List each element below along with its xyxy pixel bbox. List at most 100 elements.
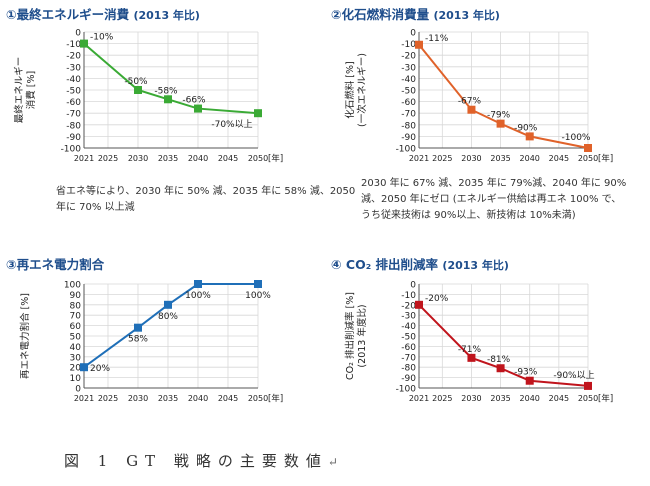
chart-note: 2030 年に 67% 減、2035 年に 79%減、2040 年に 90% 減… (361, 178, 627, 221)
data-label: -93% (514, 368, 538, 378)
x-tick-label: 2040 (188, 394, 208, 403)
y-tick-label: -40 (66, 75, 81, 85)
data-label: -58% (154, 86, 178, 96)
data-label: -11% (425, 34, 449, 44)
data-point (525, 376, 534, 385)
data-label: 100% (245, 291, 271, 301)
y-tick-label: -60 (66, 98, 81, 108)
y-tick-label: 0 (410, 281, 416, 291)
x-axis-unit: [年] (598, 393, 613, 404)
data-label: -90% (514, 123, 538, 133)
x-tick-label: 2050 (578, 394, 598, 403)
y-tick-label: 40 (70, 343, 82, 353)
chart-title: ②化石燃料消費量 (2013 年比) (331, 7, 500, 22)
data-label: -81% (487, 355, 511, 365)
data-point (415, 40, 423, 49)
data-point (467, 353, 476, 362)
y-axis-title: (2013 年度比) (356, 304, 368, 367)
x-tick-label: 2045 (549, 154, 569, 163)
y-tick-label: 100 (64, 281, 81, 291)
data-label: -50% (124, 77, 148, 87)
x-tick-label: 2021 (74, 394, 94, 403)
x-tick-label: 2025 (98, 154, 118, 163)
y-tick-label: -10 (66, 40, 81, 50)
data-label: -71% (458, 345, 482, 355)
data-label: -20% (425, 294, 449, 304)
y-axis-title: CO₂ 排出削減率 [%] (344, 292, 356, 380)
y-tick-label: -30 (401, 63, 416, 73)
y-axis-title: 再エネ電力割合 [%] (19, 293, 31, 379)
y-tick-label: -70 (401, 110, 416, 120)
data-label: 100% (185, 291, 211, 301)
x-tick-label: 2035 (158, 154, 178, 163)
y-tick-label: -80 (401, 121, 416, 131)
data-label: -100% (562, 133, 591, 143)
x-tick-label: 2030 (461, 394, 481, 403)
x-tick-label: 2030 (128, 394, 148, 403)
y-tick-label: -80 (66, 121, 81, 131)
data-point (164, 95, 172, 104)
y-tick-label: -20 (401, 301, 416, 311)
y-tick-label: 60 (70, 322, 82, 332)
data-point (134, 323, 142, 332)
data-label: -79% (487, 111, 511, 121)
y-tick-label: 80 (70, 301, 82, 311)
x-tick-label: 2040 (188, 154, 208, 163)
y-tick-label: -30 (401, 312, 416, 322)
y-axis-title: (一次エネルギー) (356, 53, 368, 127)
y-axis-title: 化石燃料 [%] (344, 61, 356, 118)
x-tick-label: 2030 (128, 154, 148, 163)
y-tick-label: 10 (70, 374, 82, 384)
y-tick-label: -60 (401, 343, 416, 353)
y-tick-label: -70 (66, 110, 81, 120)
y-tick-label: -100 (396, 145, 417, 155)
data-label: -10% (90, 33, 114, 43)
data-label: -67% (458, 97, 482, 107)
y-tick-label: -10 (401, 291, 416, 301)
data-point (584, 381, 592, 390)
x-tick-label: 2035 (158, 394, 178, 403)
chart-title: ①最終エネルギー消費 (2013 年比) (6, 7, 200, 22)
y-tick-label: -100 (61, 145, 82, 155)
y-tick-label: -70 (401, 353, 416, 363)
y-tick-label: 0 (75, 29, 81, 39)
panel-renewable-share: ③再エネ電力割合 100 90 80 70 60 50 40 30 20 10 0 2021 2025 2… (0, 250, 325, 465)
data-point (467, 105, 476, 114)
data-label: -90%以上 (553, 370, 594, 381)
y-tick-label: 0 (75, 385, 81, 395)
y-tick-label: 50 (70, 333, 82, 343)
figure-caption: 図 1 GT 戦略の主要数値↵ (64, 452, 338, 470)
x-tick-label: 2021 (409, 154, 429, 163)
y-tick-label: -50 (66, 87, 81, 97)
x-tick-label: 2021 (74, 154, 94, 163)
y-tick-label: 70 (70, 312, 82, 322)
data-point (254, 280, 262, 288)
chart-note: 省エネ等により、2030 年に 50% 減、2035 年に 58% 減、2050… (56, 186, 356, 213)
y-tick-label: -50 (401, 87, 416, 97)
y-tick-label: -40 (401, 322, 416, 332)
y-tick-label: -10 (401, 40, 416, 50)
x-tick-label: 2030 (461, 154, 481, 163)
data-point (525, 132, 534, 141)
x-tick-label: 2040 (520, 394, 540, 403)
y-tick-label: 0 (410, 29, 416, 39)
y-tick-label: -20 (66, 52, 81, 62)
x-axis-unit: [年] (268, 393, 283, 404)
x-axis-unit: [年] (268, 153, 283, 164)
x-tick-label: 2045 (549, 394, 569, 403)
data-point (584, 144, 592, 152)
x-tick-label: 2045 (218, 154, 238, 163)
data-point (496, 364, 505, 373)
data-label: 80% (158, 312, 178, 322)
data-point (134, 86, 142, 94)
y-tick-label: -40 (401, 75, 416, 85)
y-tick-label: -30 (66, 63, 81, 73)
x-tick-label: 2045 (218, 394, 238, 403)
y-axis-title: 消費 [%] (25, 71, 37, 109)
y-tick-label: 20 (70, 364, 82, 374)
x-tick-label: 2025 (98, 394, 118, 403)
panel-fossil-fuel: ②化石燃料消費量 (2013 年比) 0 -10 -20 -30 -40 -50 -60 -7… (325, 0, 650, 221)
y-axis-title: 最終エネルギー (13, 57, 25, 124)
